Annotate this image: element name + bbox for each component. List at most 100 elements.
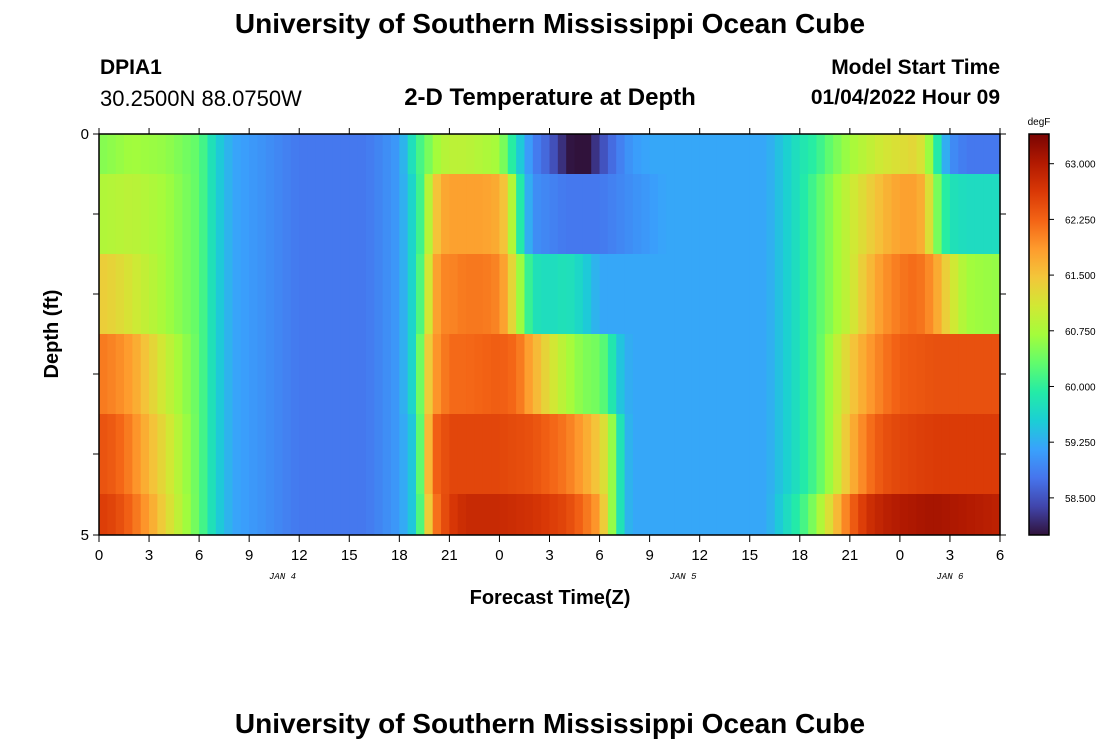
heatmap-cell — [566, 254, 576, 334]
heatmap-cell — [724, 334, 734, 414]
heatmap-cell — [791, 174, 801, 254]
heatmap-cell — [140, 254, 150, 334]
heatmap-cell — [365, 174, 375, 254]
model-start-value: 01/04/2022 Hour 09 — [810, 86, 1000, 109]
heatmap-cell — [699, 134, 709, 174]
heatmap-cell — [532, 494, 542, 535]
heatmap-cell — [382, 174, 392, 254]
heatmap-cell — [891, 134, 901, 174]
page-title: University of Southern Mississippi Ocean… — [234, 8, 866, 39]
heatmap-cell — [99, 134, 108, 174]
heatmap-cell — [115, 334, 125, 414]
heatmap-cell — [290, 494, 300, 535]
heatmap-cell — [466, 334, 476, 414]
heatmap-cell — [390, 174, 400, 254]
heatmap-cell — [566, 494, 576, 535]
heatmap-cell — [974, 334, 984, 414]
heatmap-cell — [299, 494, 309, 535]
heatmap-cell — [841, 334, 851, 414]
heatmap-cell — [574, 334, 584, 414]
heatmap-cell — [182, 174, 192, 254]
heatmap-cell — [933, 174, 943, 254]
heatmap-cell — [774, 334, 784, 414]
heatmap-cell — [724, 254, 734, 334]
heatmap-cell — [199, 174, 209, 254]
heatmap-cell — [165, 174, 175, 254]
heatmap-cell — [741, 414, 751, 494]
heatmap-cell — [282, 254, 292, 334]
heatmap-cell — [532, 334, 542, 414]
heatmap-cell — [466, 254, 476, 334]
heatmap-cell — [541, 174, 551, 254]
heatmap-cell — [149, 134, 158, 174]
heatmap-cell — [532, 134, 542, 174]
heatmap-cell — [441, 134, 450, 174]
heatmap-cell — [649, 494, 659, 535]
heatmap-cell — [482, 494, 492, 535]
heatmap-cell — [766, 494, 776, 535]
plot-title: 2-D Temperature at Depth — [404, 84, 696, 111]
heatmap-cell — [557, 494, 567, 535]
heatmap-cell — [190, 254, 200, 334]
heatmap-cell — [416, 494, 425, 535]
heatmap-cell — [224, 134, 234, 174]
heatmap-cell — [516, 334, 526, 414]
heatmap-cell — [666, 254, 676, 334]
heatmap-cell — [274, 334, 284, 414]
heatmap-cell — [457, 174, 467, 254]
heatmap-cell — [382, 494, 392, 535]
heatmap-cell — [307, 494, 317, 535]
heatmap-cell — [124, 494, 133, 535]
heatmap-cell — [974, 134, 984, 174]
heatmap-cell — [691, 254, 701, 334]
heatmap-cell — [516, 494, 526, 535]
heatmap-cell — [674, 494, 684, 535]
heatmap-cell — [716, 174, 726, 254]
heatmap-cell — [265, 414, 275, 494]
heatmap-cell — [482, 174, 492, 254]
heatmap-cell — [224, 494, 234, 535]
heatmap-cell — [899, 254, 909, 334]
heatmap-cell — [741, 134, 751, 174]
heatmap-cell — [908, 254, 918, 334]
heatmap-cell — [157, 254, 167, 334]
y-axis: 05 — [81, 126, 1006, 544]
heatmap-cell — [682, 174, 692, 254]
colorbar-tick-label: 61.500 — [1065, 271, 1096, 282]
heatmap-cell — [899, 414, 909, 494]
heatmap-cell — [724, 134, 734, 174]
heatmap-cell — [799, 334, 809, 414]
heatmap-cell — [357, 334, 367, 414]
heatmap-cell — [616, 254, 626, 334]
colorbar-tick-label: 60.750 — [1065, 327, 1096, 338]
heatmap-cell — [799, 494, 809, 535]
heatmap-cell — [949, 174, 959, 254]
heatmap-cell — [424, 334, 434, 414]
heatmap-cell — [340, 494, 350, 535]
heatmap-cell — [699, 334, 709, 414]
heatmap-cell — [733, 134, 742, 174]
heatmap-cell — [224, 334, 234, 414]
heatmap-cell — [324, 334, 334, 414]
heatmap-cell — [491, 334, 501, 414]
heatmap-cell — [916, 254, 926, 334]
heatmap-cell — [924, 414, 934, 494]
heatmap-cell — [466, 174, 476, 254]
heatmap-cell — [299, 254, 309, 334]
heatmap-cell — [140, 174, 150, 254]
heatmap-cell — [290, 334, 300, 414]
heatmap-cell — [99, 254, 108, 334]
heatmap-cell — [374, 134, 384, 174]
heatmap-cell — [107, 334, 117, 414]
heatmap-cell — [549, 334, 559, 414]
heatmap-cell — [941, 494, 951, 535]
heatmap-cell — [107, 494, 117, 535]
heatmap-cell — [874, 334, 884, 414]
heatmap-cell — [657, 134, 667, 174]
heatmap-cell — [866, 174, 876, 254]
heatmap-cell — [783, 254, 793, 334]
x-tick-label: 9 — [645, 547, 653, 564]
heatmap-cell — [165, 134, 175, 174]
heatmap-cell — [457, 414, 467, 494]
heatmap-cell — [841, 494, 851, 535]
